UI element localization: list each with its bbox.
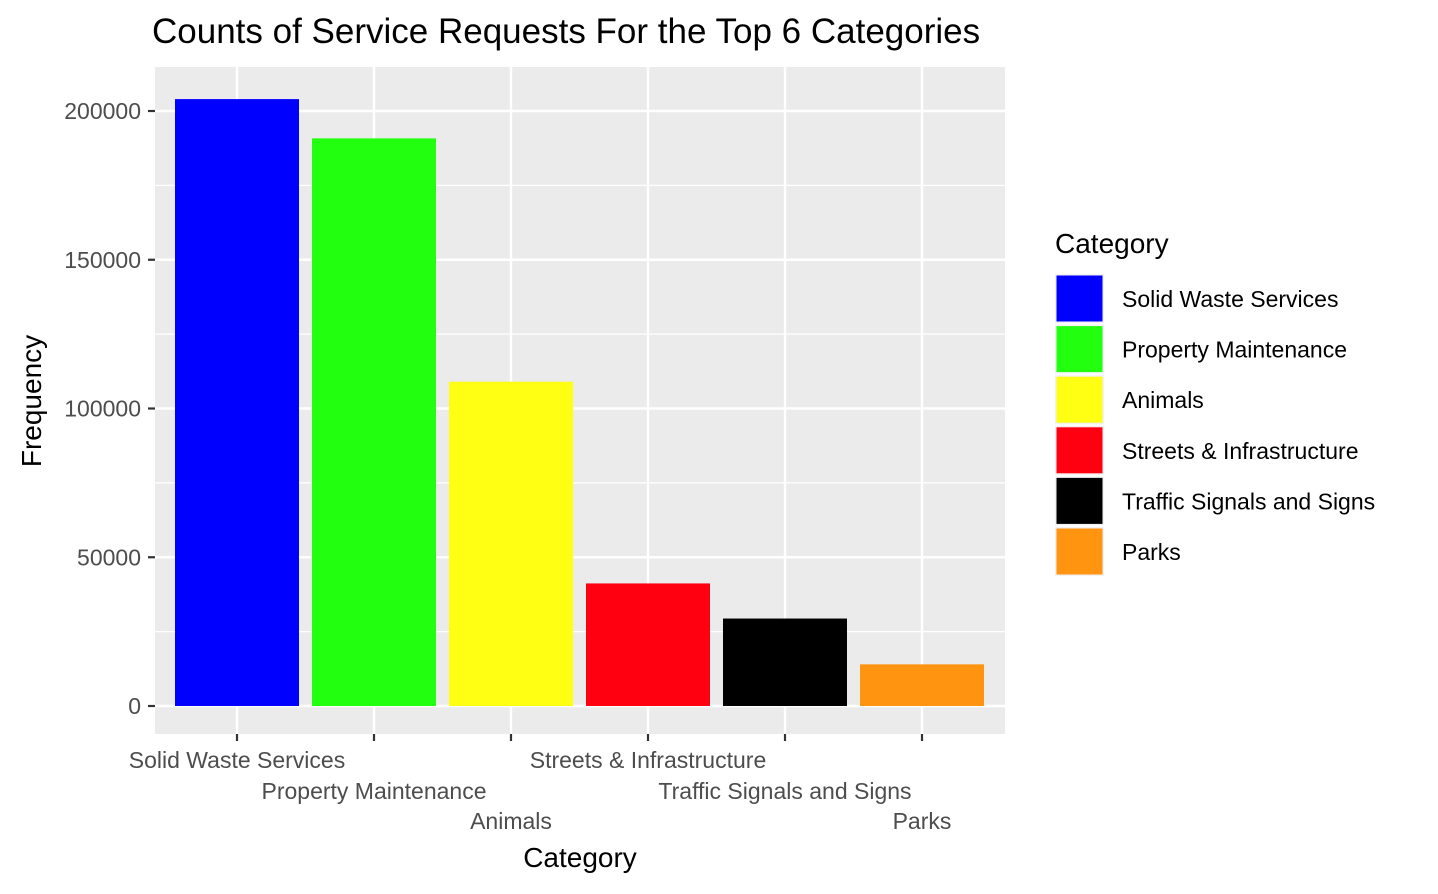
bar-3 <box>449 381 573 706</box>
x-axis: Solid Waste Services Property Maintenance… <box>129 734 952 834</box>
y-tick-label: 0 <box>128 693 141 719</box>
legend-swatch <box>1056 528 1103 575</box>
legend: Category Solid Waste Services Property Ma… <box>1055 228 1375 576</box>
y-axis-title: Frequency <box>16 335 47 467</box>
x-tick-label: Parks <box>893 808 952 834</box>
legend-swatch <box>1056 427 1103 474</box>
legend-swatch <box>1056 376 1103 423</box>
x-tick-label: Property Maintenance <box>261 778 486 804</box>
bar-2 <box>312 138 436 706</box>
legend-label: Streets & Infrastructure <box>1122 438 1358 464</box>
legend-swatch <box>1056 477 1103 524</box>
x-axis-title: Category <box>523 842 637 873</box>
bar-6 <box>860 664 984 706</box>
x-tick-label: Animals <box>470 808 552 834</box>
legend-title: Category <box>1055 228 1169 259</box>
chart-title: Counts of Service Requests For the Top 6… <box>152 12 980 51</box>
legend-label: Animals <box>1122 387 1204 413</box>
bar-4 <box>586 583 710 706</box>
y-tick-label: 150000 <box>64 247 141 273</box>
legend-label: Traffic Signals and Signs <box>1122 488 1375 514</box>
y-axis: 0 50000 100000 150000 200000 <box>64 98 155 719</box>
legend-swatch <box>1056 275 1103 322</box>
x-tick-label: Traffic Signals and Signs <box>658 778 911 804</box>
y-tick-label: 200000 <box>64 98 141 124</box>
bar-5 <box>723 618 847 706</box>
legend-items: Solid Waste Services Property Maintenance… <box>1055 274 1375 576</box>
legend-swatch <box>1056 326 1103 373</box>
x-tick-label: Solid Waste Services <box>129 747 345 773</box>
legend-label: Property Maintenance <box>1122 337 1347 363</box>
legend-label: Solid Waste Services <box>1122 286 1338 312</box>
bars <box>175 99 984 707</box>
legend-label: Parks <box>1122 539 1181 565</box>
x-tick-label: Streets & Infrastructure <box>530 747 766 773</box>
bar-1 <box>175 99 299 707</box>
y-tick-label: 100000 <box>64 396 141 422</box>
y-tick-label: 50000 <box>77 544 141 570</box>
